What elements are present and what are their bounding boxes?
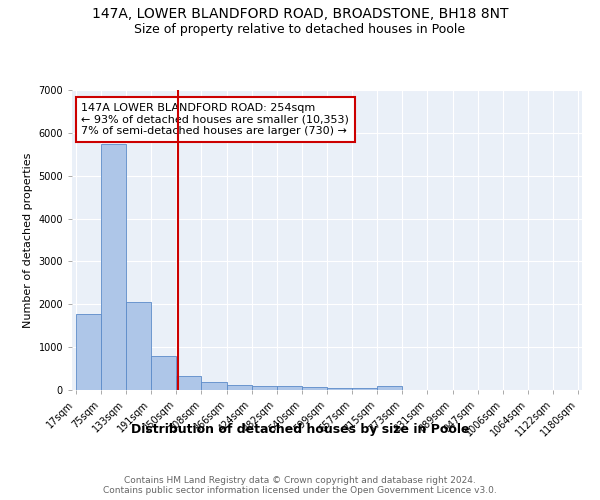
- Text: Distribution of detached houses by size in Poole: Distribution of detached houses by size …: [131, 422, 469, 436]
- Bar: [227, 386, 251, 390]
- Bar: [352, 388, 377, 390]
- Bar: [176, 376, 202, 390]
- Bar: [377, 386, 403, 390]
- Bar: [151, 356, 176, 390]
- Bar: [251, 386, 277, 390]
- Y-axis label: Number of detached properties: Number of detached properties: [23, 152, 33, 328]
- Text: Size of property relative to detached houses in Poole: Size of property relative to detached ho…: [134, 22, 466, 36]
- Bar: [327, 388, 352, 390]
- Bar: [126, 302, 151, 390]
- Bar: [302, 388, 327, 390]
- Text: 147A LOWER BLANDFORD ROAD: 254sqm
← 93% of detached houses are smaller (10,353)
: 147A LOWER BLANDFORD ROAD: 254sqm ← 93% …: [82, 103, 349, 136]
- Text: Contains HM Land Registry data © Crown copyright and database right 2024.
Contai: Contains HM Land Registry data © Crown c…: [103, 476, 497, 495]
- Text: 147A, LOWER BLANDFORD ROAD, BROADSTONE, BH18 8NT: 147A, LOWER BLANDFORD ROAD, BROADSTONE, …: [92, 8, 508, 22]
- Bar: [202, 382, 227, 390]
- Bar: [277, 386, 302, 390]
- Bar: [76, 314, 101, 390]
- Bar: [101, 144, 126, 390]
